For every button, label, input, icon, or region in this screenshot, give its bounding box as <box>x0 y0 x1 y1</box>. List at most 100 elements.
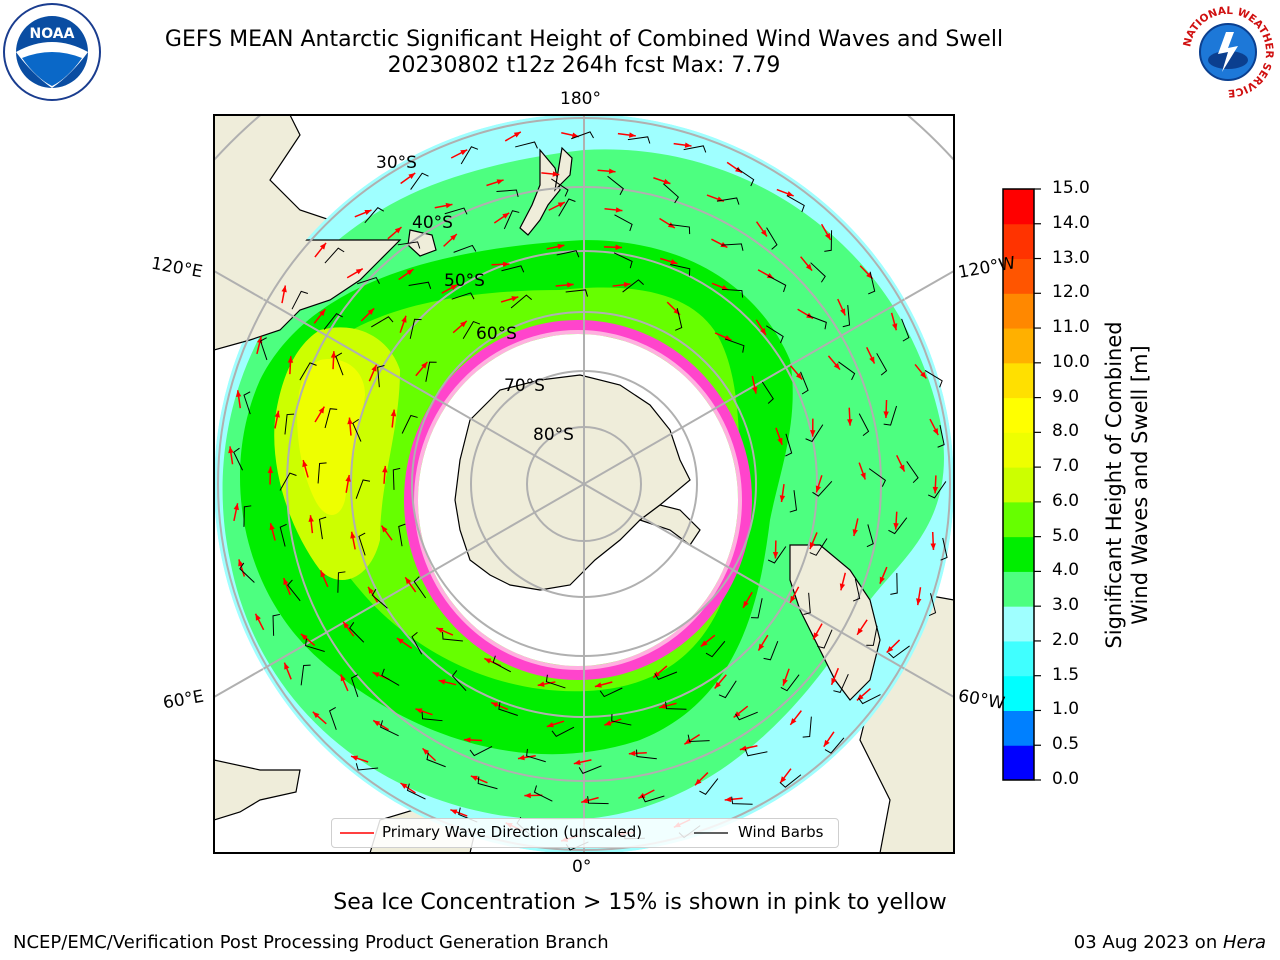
colorbar-segment <box>1003 328 1034 364</box>
wave-arrow-head <box>721 285 729 291</box>
wind-barb <box>496 189 519 197</box>
wave-arrow-head <box>760 229 767 237</box>
wind-barb <box>888 645 910 659</box>
wind-barb <box>357 276 380 285</box>
wind-barb <box>371 588 388 609</box>
wind-barbs <box>233 131 948 851</box>
wave-arrow-head <box>615 207 623 213</box>
wind-barb <box>503 210 520 230</box>
wind-barb <box>453 244 477 253</box>
colorbar-tick-label: 8.0 <box>1052 421 1080 442</box>
wind-barb <box>421 711 443 722</box>
wind-barb <box>810 262 826 283</box>
wave-arrow-head <box>340 674 346 682</box>
wave-arrow-head <box>790 718 797 725</box>
wind-barb <box>812 480 833 497</box>
wind-barb <box>377 365 385 388</box>
wave-arrow-head <box>670 259 678 265</box>
wave-arrow-head <box>450 809 458 815</box>
wind-barb <box>858 694 881 705</box>
wave-arrow-head <box>760 328 766 335</box>
wind-barb <box>279 523 287 547</box>
colorbar-tick-label: 3.0 <box>1052 595 1080 616</box>
wave-arrow-head <box>438 679 446 685</box>
wave-arrow-head <box>581 797 589 804</box>
lon-label-0: 0° <box>572 857 592 877</box>
colorbar-tick-label: 13.0 <box>1052 247 1090 268</box>
wind-barb <box>699 778 719 795</box>
wind-barb <box>599 687 623 698</box>
footer-credit: NCEP/EMC/Verification Post Processing Pr… <box>13 932 609 953</box>
wave-arrow-head <box>840 308 846 316</box>
wind-barb <box>565 289 588 297</box>
wave-arrow-head <box>320 570 326 578</box>
wind-barb <box>805 424 824 443</box>
wave-arrow-head <box>524 792 531 799</box>
nws-logo: NATIONAL WEATHER SERVICE <box>1180 4 1276 100</box>
map-legend: Primary Wave Direction (unscaled) Wind B… <box>331 818 839 848</box>
wind-barb <box>736 167 755 187</box>
lat-label-70s: 70°S <box>504 376 545 396</box>
wind-barb <box>239 562 255 583</box>
wave-arrow-head <box>604 720 612 726</box>
wind-barb <box>901 318 910 342</box>
wave-arrow-head <box>300 633 308 641</box>
footer-date: 03 Aug 2023 on Hera <box>1074 932 1266 953</box>
wave-arrow-head <box>255 613 261 621</box>
wind-barb <box>833 673 849 694</box>
wave-arrow-head <box>287 356 294 363</box>
wind-barb <box>928 593 937 617</box>
wave-arrow-head <box>733 711 741 718</box>
wind-barb <box>392 467 401 490</box>
colorbar-segment <box>1003 432 1034 468</box>
wave-arrow-head <box>367 308 375 315</box>
wave-arrow-head <box>879 576 885 584</box>
wave-arrow-head <box>405 577 412 585</box>
colorbar-segment <box>1003 745 1034 781</box>
wave-arrow-head <box>371 364 377 372</box>
wave-arrow-head <box>496 179 504 185</box>
wave-arrow-head <box>839 583 846 591</box>
wind-barb <box>477 776 498 790</box>
wave-arrow-head <box>319 242 327 250</box>
wind-barb <box>515 141 538 149</box>
wave-arrow-head <box>930 543 936 550</box>
wave-arrow-head <box>368 586 374 594</box>
colorbar-segment <box>1003 606 1034 642</box>
wind-barb <box>669 224 691 235</box>
wave-arrow-head <box>502 261 510 268</box>
wind-barb <box>526 748 546 763</box>
wind-barb <box>786 195 805 213</box>
colorbar-segment <box>1003 571 1034 607</box>
wind-barb <box>780 674 800 692</box>
wind-barb <box>587 796 609 805</box>
wind-barb <box>838 361 856 381</box>
wave-arrow-head <box>269 523 275 531</box>
colorbar-tick-label: 11.0 <box>1052 317 1090 338</box>
colorbar-segment <box>1003 640 1034 677</box>
wind-barb <box>785 433 793 457</box>
colorbar <box>1003 188 1041 781</box>
wind-barb <box>451 670 467 692</box>
colorbar-tick-label: 9.0 <box>1052 386 1080 407</box>
wind-barb <box>398 523 406 547</box>
colorbar-segment <box>1003 710 1034 746</box>
wind-barb <box>324 247 345 264</box>
wave-arrow-head <box>860 472 866 480</box>
wave-arrow-head <box>615 244 623 250</box>
lat-label-60s: 60°S <box>476 324 517 344</box>
wind-barb <box>381 668 400 686</box>
wind-barb <box>406 783 426 800</box>
wind-barb <box>352 418 362 442</box>
colorbar-segment <box>1003 536 1034 572</box>
wind-barb <box>622 279 644 293</box>
wave-arrow-head <box>228 446 234 454</box>
wave-arrow-head <box>351 755 359 761</box>
wave-arrow-head <box>274 410 280 418</box>
wave-arrow-head <box>284 662 290 670</box>
colorbar-segment <box>1003 397 1034 433</box>
wind-barb <box>300 664 311 686</box>
wind-barb <box>408 281 432 289</box>
wave-arrow-head <box>653 671 660 678</box>
lon-label-180: 180° <box>560 89 601 109</box>
